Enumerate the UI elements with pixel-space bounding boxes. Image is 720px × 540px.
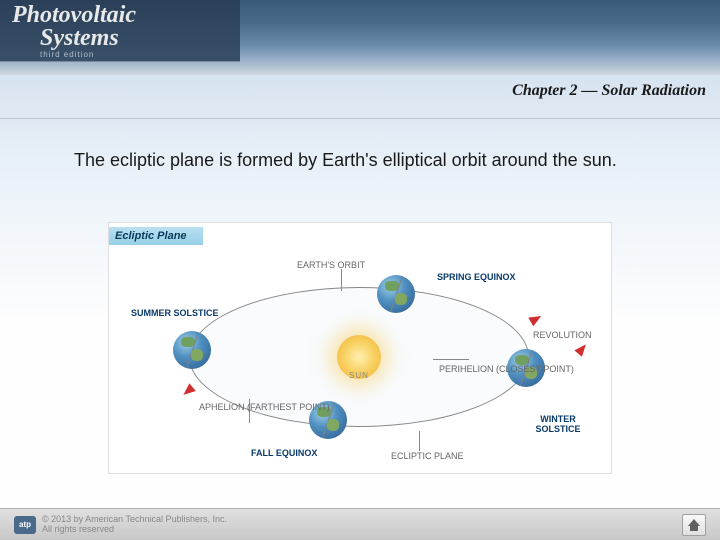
label-earth-orbit: EARTH'S ORBIT <box>297 261 365 271</box>
chapter-title: Chapter 2 — Solar Radiation <box>512 82 706 100</box>
edition-text: third edition <box>12 50 228 59</box>
revolution-arrow-icon <box>528 312 543 327</box>
label-fall-equinox: FALL EQUINOX <box>251 449 317 459</box>
label-winter-solstice: WINTER SOLSTICE <box>525 415 591 435</box>
footer-bar: atp © 2013 by American Technical Publish… <box>0 508 720 540</box>
revolution-arrow-icon <box>574 341 589 357</box>
header-banner: Photovoltaic Systems third edition <box>0 0 720 75</box>
axis-line-icon <box>387 275 406 313</box>
logo-line1: Photovoltaic <box>12 4 228 27</box>
axis-line-icon <box>183 331 202 369</box>
logo-panel: Photovoltaic Systems third edition <box>0 0 240 62</box>
label-summer-solstice: SUMMER SOLSTICE <box>131 309 219 319</box>
copyright-line1: © 2013 by American Technical Publishers,… <box>42 515 682 525</box>
label-perihelion: PERIHELION (CLOSEST POINT) <box>439 365 574 375</box>
copyright-line2: All rights reserved <box>42 525 682 535</box>
revolution-arrow-icon <box>180 383 196 398</box>
label-revolution: REVOLUTION <box>533 331 592 341</box>
diagram-title-band: Ecliptic Plane <box>109 227 203 245</box>
slide-body-text: The ecliptic plane is formed by Earth's … <box>74 148 660 172</box>
copyright-text: © 2013 by American Technical Publishers,… <box>42 515 682 535</box>
sun-label: SUN <box>349 371 369 380</box>
diagram-title: Ecliptic Plane <box>115 230 187 242</box>
logo-text: Photovoltaic Systems <box>12 4 228 50</box>
home-button[interactable] <box>682 514 706 536</box>
home-icon <box>688 519 700 526</box>
label-ecliptic-plane: ECLIPTIC PLANE <box>391 452 464 462</box>
earth-summer <box>173 331 211 369</box>
pointer-line <box>341 269 342 291</box>
publisher-badge: atp <box>14 516 36 534</box>
label-aphelion: APHELION (FARTHEST POINT) <box>199 403 330 413</box>
header-divider <box>0 118 720 119</box>
ecliptic-diagram: Ecliptic Plane SUN EARTH'S ORBIT SPRING … <box>108 222 612 474</box>
label-spring-equinox: SPRING EQUINOX <box>437 273 516 283</box>
pointer-line <box>419 431 420 451</box>
earth-spring <box>377 275 415 313</box>
pointer-line <box>433 359 469 360</box>
logo-line2: Systems <box>12 27 228 50</box>
orbit-area: SUN EARTH'S ORBIT SPRING EQUINOX SUMMER … <box>129 257 591 453</box>
